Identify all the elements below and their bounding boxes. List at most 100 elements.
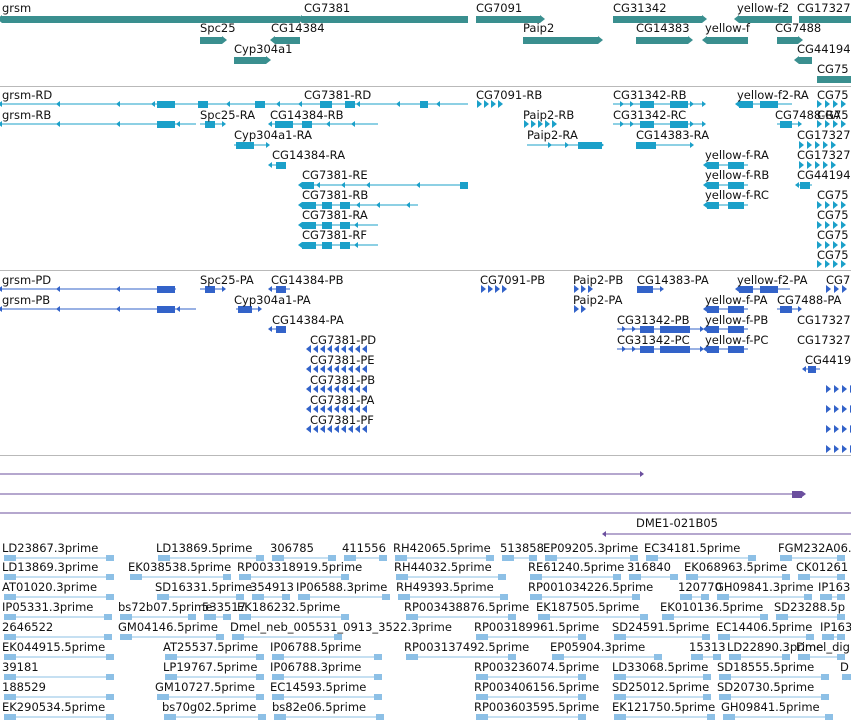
gene-glyph[interactable]	[613, 16, 702, 23]
est-label[interactable]: 306785	[270, 541, 314, 555]
exon-block[interactable]	[660, 326, 690, 333]
est-label[interactable]: D	[840, 660, 849, 674]
cds-label-CG17327-b[interactable]: CG17327	[797, 333, 851, 347]
gene-glyph[interactable]	[523, 37, 598, 44]
est-label[interactable]: bs72b07.5prime	[118, 600, 213, 614]
est-block[interactable]	[274, 714, 286, 720]
est-label[interactable]: IP06588.3prime	[296, 580, 388, 594]
est-label[interactable]: EK038538.5prime	[128, 560, 232, 574]
est-block[interactable]	[729, 654, 741, 660]
est-block[interactable]	[398, 594, 410, 600]
transcript-label-yellow-f2-RA[interactable]: yellow-f2-RA	[737, 88, 809, 102]
transcript-label-yellow-f-RA[interactable]: yellow-f-RA	[705, 148, 769, 162]
est-block[interactable]	[662, 614, 674, 620]
est-block[interactable]	[613, 574, 621, 580]
gene-glyph[interactable]	[707, 37, 748, 44]
exon-block[interactable]	[340, 242, 350, 249]
cds-label-CG7381-PE[interactable]: CG7381-PE	[310, 353, 375, 367]
est-label[interactable]: 120770	[678, 580, 722, 594]
exon-block[interactable]	[198, 101, 208, 108]
est-block[interactable]	[106, 654, 114, 660]
est-block[interactable]	[718, 634, 730, 640]
est-block[interactable]	[717, 594, 729, 600]
est-block[interactable]	[344, 555, 356, 561]
exon-block[interactable]	[707, 182, 719, 189]
est-block[interactable]	[374, 654, 382, 660]
est-block[interactable]	[545, 555, 557, 561]
est-block[interactable]	[341, 574, 349, 580]
exon-block[interactable]	[157, 286, 175, 293]
cds-label-Cyp304a1-PA[interactable]: Cyp304a1-PA	[234, 293, 311, 307]
est-block[interactable]	[798, 574, 810, 580]
est-label[interactable]: GM04146.5prime	[118, 620, 218, 634]
exon-block[interactable]	[205, 121, 215, 128]
est-label[interactable]: 15313	[689, 640, 726, 654]
exon-block[interactable]	[707, 326, 719, 333]
est-label[interactable]: SD23288.5p	[774, 600, 846, 614]
exon-block[interactable]	[728, 346, 744, 353]
est-block[interactable]	[157, 594, 169, 600]
est-block[interactable]	[632, 594, 640, 600]
est-label[interactable]: RP003137492.5prime	[404, 640, 530, 654]
gene-label-CG14383[interactable]: CG14383	[636, 21, 690, 35]
est-label[interactable]: RP003189961.5prime	[474, 620, 600, 634]
cds-label-CG17327-a[interactable]: CG17327	[797, 313, 851, 327]
transcript-label-CG75-b[interactable]: CG75	[817, 108, 849, 122]
est-block[interactable]	[223, 614, 231, 620]
cds-label-yellow-f-PC[interactable]: yellow-f-PC	[705, 333, 769, 347]
est-block[interactable]	[406, 654, 418, 660]
est-block[interactable]	[782, 654, 790, 660]
est-block[interactable]	[748, 555, 756, 561]
est-block[interactable]	[821, 674, 829, 680]
cds-label-CG14384-PB[interactable]: CG14384-PB	[271, 273, 344, 287]
cds-label-CG7[interactable]: CG7	[826, 273, 851, 287]
est-block[interactable]	[804, 594, 812, 600]
est-label[interactable]: SD24591.5prime	[612, 620, 710, 634]
exon-block[interactable]	[236, 142, 254, 149]
est-label[interactable]: RH44032.5prime	[394, 560, 492, 574]
exon-block[interactable]	[728, 182, 744, 189]
est-block[interactable]	[476, 674, 488, 680]
exon-block[interactable]	[640, 326, 654, 333]
est-block[interactable]	[256, 674, 264, 680]
est-block[interactable]	[702, 634, 710, 640]
cds-label-CG7091-PB[interactable]: CG7091-PB	[480, 273, 546, 287]
exon-block[interactable]	[808, 366, 816, 373]
est-block[interactable]	[476, 694, 488, 700]
est-block[interactable]	[578, 634, 586, 640]
est-label[interactable]: LD13869.5prime	[156, 541, 253, 555]
gene-label-CG17327[interactable]: CG17327	[797, 1, 851, 15]
gene-label-yellow-f2[interactable]: yellow-f2	[737, 1, 790, 15]
cds-label-CG14383-PA[interactable]: CG14383-PA	[637, 273, 709, 287]
est-block[interactable]	[204, 614, 216, 620]
est-block[interactable]	[272, 694, 284, 700]
cds-label-Paip2-PB[interactable]: Paip2-PB	[573, 273, 624, 287]
est-block[interactable]	[104, 614, 112, 620]
est-block[interactable]	[837, 654, 845, 660]
est-block[interactable]	[529, 555, 537, 561]
est-label[interactable]: 354913	[250, 580, 294, 594]
est-label[interactable]: LD22890.3prime	[727, 640, 824, 654]
est-block[interactable]	[508, 654, 516, 660]
est-block[interactable]	[713, 654, 721, 660]
est-block[interactable]	[719, 694, 731, 700]
exon-block[interactable]	[302, 202, 316, 209]
est-block[interactable]	[256, 555, 264, 561]
transcript-label-CG17327-b[interactable]: CG17327	[797, 148, 851, 162]
est-label[interactable]: LD33068.5prime	[612, 660, 709, 674]
est-block[interactable]	[4, 634, 16, 640]
transcript-label-CG7381-RB[interactable]: CG7381-RB	[302, 188, 369, 202]
est-label[interactable]: RP003406156.5prime	[474, 680, 600, 694]
exon-block[interactable]	[345, 101, 355, 108]
est-label[interactable]: IP05331.3prime	[2, 600, 94, 614]
exon-block[interactable]	[728, 162, 744, 169]
est-label[interactable]: EK121750.5prime	[612, 700, 716, 714]
est-label[interactable]: LD13869.3prime	[2, 560, 99, 574]
est-block[interactable]	[629, 574, 641, 580]
est-label[interactable]: 513858	[500, 541, 544, 555]
est-block[interactable]	[578, 714, 586, 720]
est-block[interactable]	[782, 574, 790, 580]
est-label[interactable]: 316840	[627, 560, 671, 574]
exon-block[interactable]	[320, 101, 332, 108]
est-block[interactable]	[703, 674, 711, 680]
